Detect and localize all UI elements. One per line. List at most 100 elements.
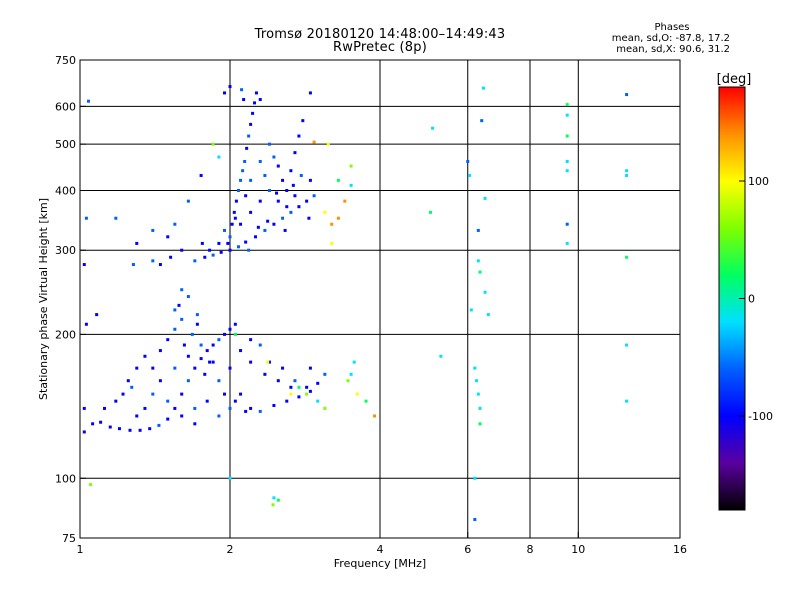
data-point — [195, 322, 199, 326]
data-point — [82, 430, 86, 434]
data-point — [625, 173, 629, 177]
data-point — [431, 126, 435, 130]
data-point — [355, 392, 359, 396]
data-point — [228, 248, 232, 252]
data-point — [312, 140, 316, 144]
data-point — [205, 399, 209, 403]
data-point — [223, 228, 227, 232]
data-point — [254, 91, 258, 95]
data-point — [108, 425, 112, 429]
phase-stats-o: mean, sd,O: -87.8, 17.2 — [611, 33, 730, 44]
data-point — [247, 134, 251, 138]
x-tick-label: 2 — [227, 543, 234, 556]
data-point — [84, 216, 88, 220]
chart-title: Tromsø 20180120 14:48:00–14:49:43 — [254, 27, 506, 42]
data-point — [281, 216, 285, 220]
data-point — [233, 322, 237, 326]
data-point — [469, 308, 473, 312]
data-point — [625, 93, 629, 97]
x-tick-label: 4 — [377, 543, 384, 556]
data-point — [249, 178, 253, 182]
data-point — [258, 98, 262, 102]
data-point — [466, 159, 470, 163]
data-point — [258, 343, 262, 347]
data-point — [323, 406, 327, 410]
data-point — [439, 354, 443, 358]
x-axis-label: Frequency [MHz] — [334, 557, 426, 570]
data-point — [173, 327, 177, 331]
x-tick-label: 8 — [527, 543, 534, 556]
data-point — [316, 399, 320, 403]
data-point — [475, 379, 479, 383]
data-point — [130, 385, 134, 389]
chart-subtitle: RwPretec (8p) — [333, 40, 427, 55]
data-point — [208, 248, 212, 252]
data-point — [293, 151, 297, 155]
axes-layer: 1 2 4 6 8 10 16 75 100 200 300 400 500 600 750 — [55, 54, 687, 556]
data-point — [103, 406, 107, 410]
data-point — [476, 259, 480, 263]
x-tick-label: 16 — [673, 543, 687, 556]
colorbar-tick-label: 0 — [748, 293, 755, 306]
data-point — [240, 88, 244, 92]
data-point — [243, 159, 247, 163]
data-point — [138, 428, 142, 432]
data-point — [263, 228, 267, 232]
data-point — [228, 406, 232, 410]
data-point — [305, 199, 309, 203]
data-point — [478, 406, 482, 410]
data-point — [135, 414, 139, 418]
data-point — [330, 241, 334, 245]
data-point — [267, 142, 271, 146]
data-point — [228, 327, 232, 331]
data-point — [299, 173, 303, 177]
data-point — [276, 164, 280, 168]
data-point — [186, 199, 190, 203]
data-point — [249, 122, 253, 126]
data-point — [468, 173, 472, 177]
data-point — [128, 428, 132, 432]
data-point — [211, 142, 215, 146]
data-point — [266, 360, 270, 364]
data-point — [182, 343, 186, 347]
data-point — [151, 259, 155, 263]
data-point — [143, 406, 147, 410]
data-point — [135, 366, 139, 370]
data-point — [249, 338, 253, 342]
data-point — [239, 222, 243, 226]
data-point — [233, 399, 237, 403]
data-point — [217, 414, 221, 418]
data-point — [166, 417, 170, 421]
data-point — [565, 134, 569, 138]
data-point — [326, 142, 330, 146]
data-point — [352, 360, 356, 364]
data-point — [180, 248, 184, 252]
data-point — [148, 427, 152, 431]
data-point — [193, 422, 197, 426]
data-point — [173, 366, 177, 370]
data-point — [305, 385, 309, 389]
data-point — [158, 349, 162, 353]
data-point — [272, 496, 276, 500]
data-point — [267, 360, 271, 364]
data-point — [308, 91, 312, 95]
data-point — [203, 255, 207, 259]
data-point — [249, 210, 253, 214]
y-tick-label: 100 — [55, 472, 76, 485]
data-point — [173, 308, 177, 312]
data-point — [272, 403, 276, 407]
data-point — [276, 379, 280, 383]
data-point — [244, 409, 248, 413]
data-point — [157, 423, 161, 427]
data-point — [239, 178, 243, 182]
data-point — [323, 210, 327, 214]
data-point — [244, 194, 248, 198]
data-point — [173, 222, 177, 226]
data-point — [349, 164, 353, 168]
y-tick-label: 600 — [55, 100, 76, 113]
data-point — [625, 255, 629, 259]
data-point — [114, 216, 118, 220]
data-point — [473, 366, 477, 370]
x-tick-label: 6 — [464, 543, 471, 556]
